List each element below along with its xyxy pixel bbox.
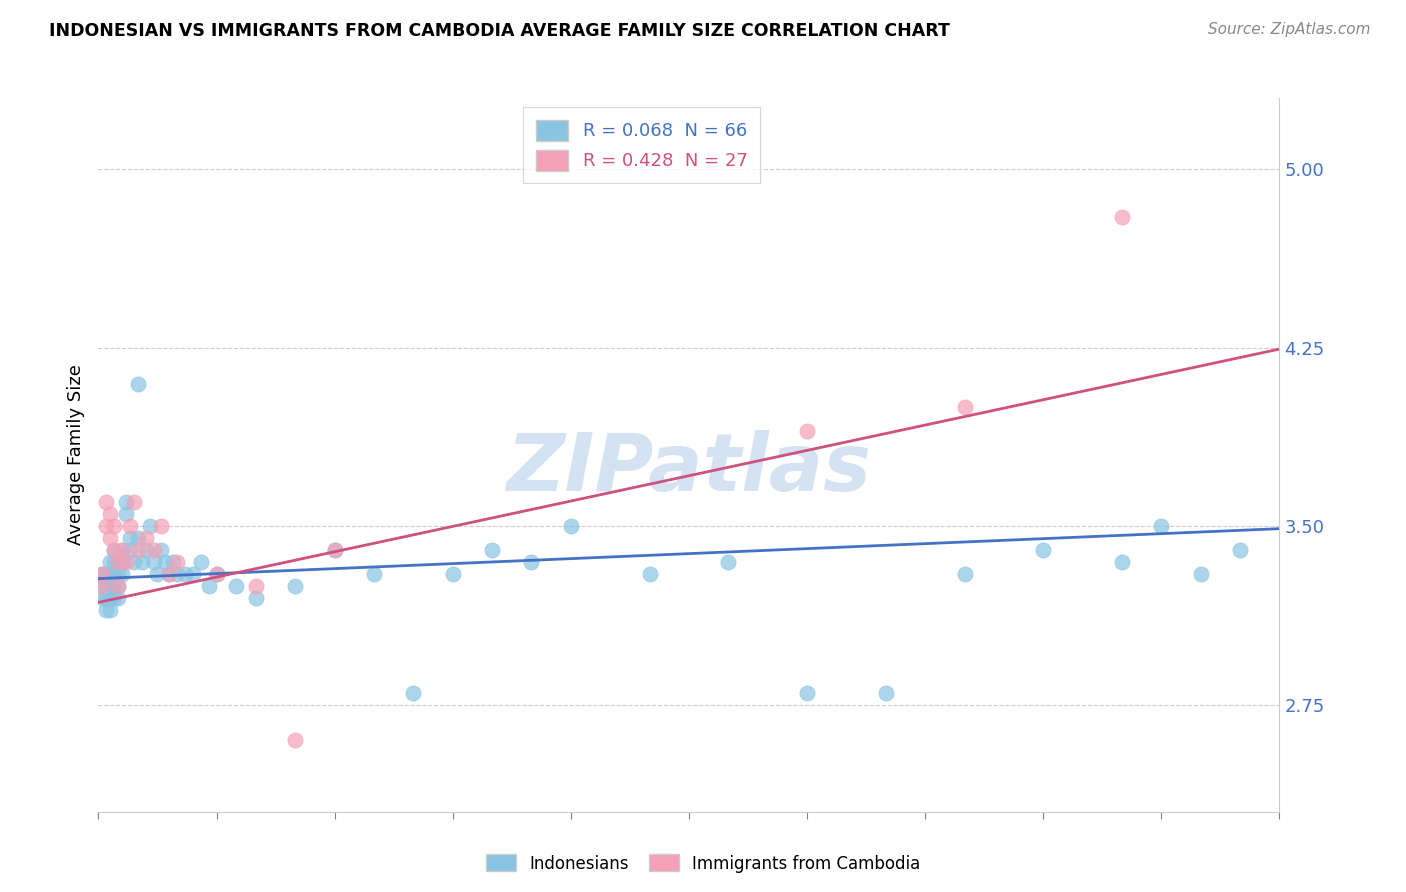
Point bbox=[127, 376, 149, 391]
Point bbox=[107, 555, 129, 569]
Point bbox=[98, 602, 121, 616]
Point bbox=[115, 508, 138, 522]
Point bbox=[127, 531, 149, 545]
Point bbox=[103, 519, 125, 533]
Point bbox=[441, 566, 464, 581]
Point bbox=[122, 495, 145, 509]
Point bbox=[166, 566, 188, 581]
Point bbox=[91, 566, 114, 581]
Point bbox=[323, 543, 346, 558]
Point bbox=[96, 495, 118, 509]
Y-axis label: Average Family Size: Average Family Size bbox=[66, 365, 84, 545]
Legend: Indonesians, Immigrants from Cambodia: Indonesians, Immigrants from Cambodia bbox=[479, 847, 927, 880]
Point bbox=[284, 733, 307, 747]
Point bbox=[481, 543, 503, 558]
Point bbox=[107, 566, 129, 581]
Point bbox=[107, 591, 129, 605]
Point bbox=[96, 602, 118, 616]
Point bbox=[111, 566, 134, 581]
Point bbox=[166, 555, 188, 569]
Point bbox=[107, 579, 129, 593]
Point bbox=[111, 543, 134, 558]
Point bbox=[953, 566, 976, 581]
Point bbox=[796, 424, 818, 438]
Point bbox=[323, 543, 346, 558]
Point bbox=[91, 591, 114, 605]
Point bbox=[118, 543, 141, 558]
Point bbox=[150, 519, 173, 533]
Point bbox=[103, 566, 125, 581]
Point bbox=[103, 591, 125, 605]
Point bbox=[146, 566, 169, 581]
Text: Source: ZipAtlas.com: Source: ZipAtlas.com bbox=[1208, 22, 1371, 37]
Point bbox=[96, 579, 118, 593]
Point bbox=[107, 555, 129, 569]
Point bbox=[1189, 566, 1212, 581]
Point bbox=[135, 543, 157, 558]
Point bbox=[111, 543, 134, 558]
Point bbox=[174, 566, 197, 581]
Point bbox=[1032, 543, 1054, 558]
Point bbox=[520, 555, 543, 569]
Point bbox=[96, 519, 118, 533]
Point bbox=[127, 543, 149, 558]
Point bbox=[142, 543, 165, 558]
Point bbox=[142, 555, 165, 569]
Point bbox=[875, 686, 897, 700]
Point bbox=[91, 579, 114, 593]
Point bbox=[115, 555, 138, 569]
Point bbox=[103, 555, 125, 569]
Point bbox=[1229, 543, 1251, 558]
Point bbox=[111, 555, 134, 569]
Point bbox=[245, 579, 267, 593]
Point bbox=[118, 519, 141, 533]
Point bbox=[1111, 555, 1133, 569]
Point bbox=[796, 686, 818, 700]
Point bbox=[181, 566, 204, 581]
Point bbox=[91, 566, 114, 581]
Point bbox=[131, 555, 153, 569]
Point bbox=[155, 555, 177, 569]
Point bbox=[190, 555, 212, 569]
Point bbox=[717, 555, 740, 569]
Point bbox=[225, 579, 247, 593]
Point bbox=[107, 579, 129, 593]
Point bbox=[98, 566, 121, 581]
Point bbox=[103, 543, 125, 558]
Text: INDONESIAN VS IMMIGRANTS FROM CAMBODIA AVERAGE FAMILY SIZE CORRELATION CHART: INDONESIAN VS IMMIGRANTS FROM CAMBODIA A… bbox=[49, 22, 950, 40]
Point bbox=[205, 566, 228, 581]
Point bbox=[1150, 519, 1173, 533]
Point bbox=[135, 531, 157, 545]
Point bbox=[138, 519, 160, 533]
Point bbox=[150, 543, 173, 558]
Point bbox=[157, 566, 180, 581]
Point bbox=[162, 555, 184, 569]
Point bbox=[197, 579, 219, 593]
Point bbox=[953, 401, 976, 415]
Point bbox=[638, 566, 661, 581]
Point bbox=[98, 508, 121, 522]
Point bbox=[96, 591, 118, 605]
Point bbox=[115, 495, 138, 509]
Point bbox=[98, 579, 121, 593]
Point bbox=[1111, 210, 1133, 224]
Text: ZIPatlas: ZIPatlas bbox=[506, 430, 872, 508]
Legend: R = 0.068  N = 66, R = 0.428  N = 27: R = 0.068 N = 66, R = 0.428 N = 27 bbox=[523, 107, 761, 183]
Point bbox=[96, 566, 118, 581]
Point bbox=[98, 591, 121, 605]
Point bbox=[103, 579, 125, 593]
Point bbox=[363, 566, 385, 581]
Point bbox=[402, 686, 425, 700]
Point bbox=[157, 566, 180, 581]
Point bbox=[245, 591, 267, 605]
Point bbox=[103, 543, 125, 558]
Point bbox=[91, 579, 114, 593]
Point bbox=[98, 555, 121, 569]
Point bbox=[98, 531, 121, 545]
Point bbox=[122, 555, 145, 569]
Point bbox=[560, 519, 582, 533]
Point bbox=[118, 531, 141, 545]
Point bbox=[205, 566, 228, 581]
Point bbox=[284, 579, 307, 593]
